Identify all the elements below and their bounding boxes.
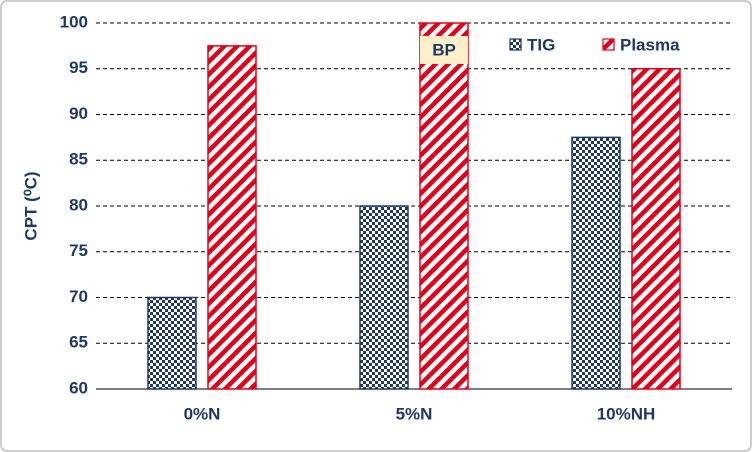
bar bbox=[571, 136, 621, 390]
x-tick-label: 0%N bbox=[184, 404, 221, 423]
annotation: BP bbox=[432, 40, 456, 59]
y-tick-label: 75 bbox=[69, 241, 88, 260]
bar bbox=[207, 45, 257, 390]
annotation-box bbox=[420, 36, 468, 64]
y-tick-label: 80 bbox=[69, 195, 88, 214]
legend-marker bbox=[602, 38, 615, 51]
x-tick-label: 10%NH bbox=[597, 404, 656, 423]
bar bbox=[147, 296, 197, 390]
y-tick-label: 65 bbox=[69, 333, 88, 352]
legend-label: Plasma bbox=[620, 35, 680, 54]
y-tick-label: 100 bbox=[60, 12, 88, 31]
y-tick-label: 85 bbox=[69, 150, 88, 169]
y-tick-label: 70 bbox=[69, 287, 88, 306]
x-tick-label: 5%N bbox=[396, 404, 433, 423]
bar bbox=[631, 68, 681, 390]
bar bbox=[359, 205, 409, 390]
y-axis-label: CPT (⁰C) bbox=[21, 171, 40, 240]
legend-label: TIG bbox=[527, 35, 555, 54]
legend-marker bbox=[509, 38, 522, 51]
y-tick-label: 90 bbox=[69, 104, 88, 123]
y-tick-label: 95 bbox=[69, 58, 88, 77]
y-tick-label: 60 bbox=[69, 378, 88, 397]
bar bbox=[419, 22, 469, 390]
